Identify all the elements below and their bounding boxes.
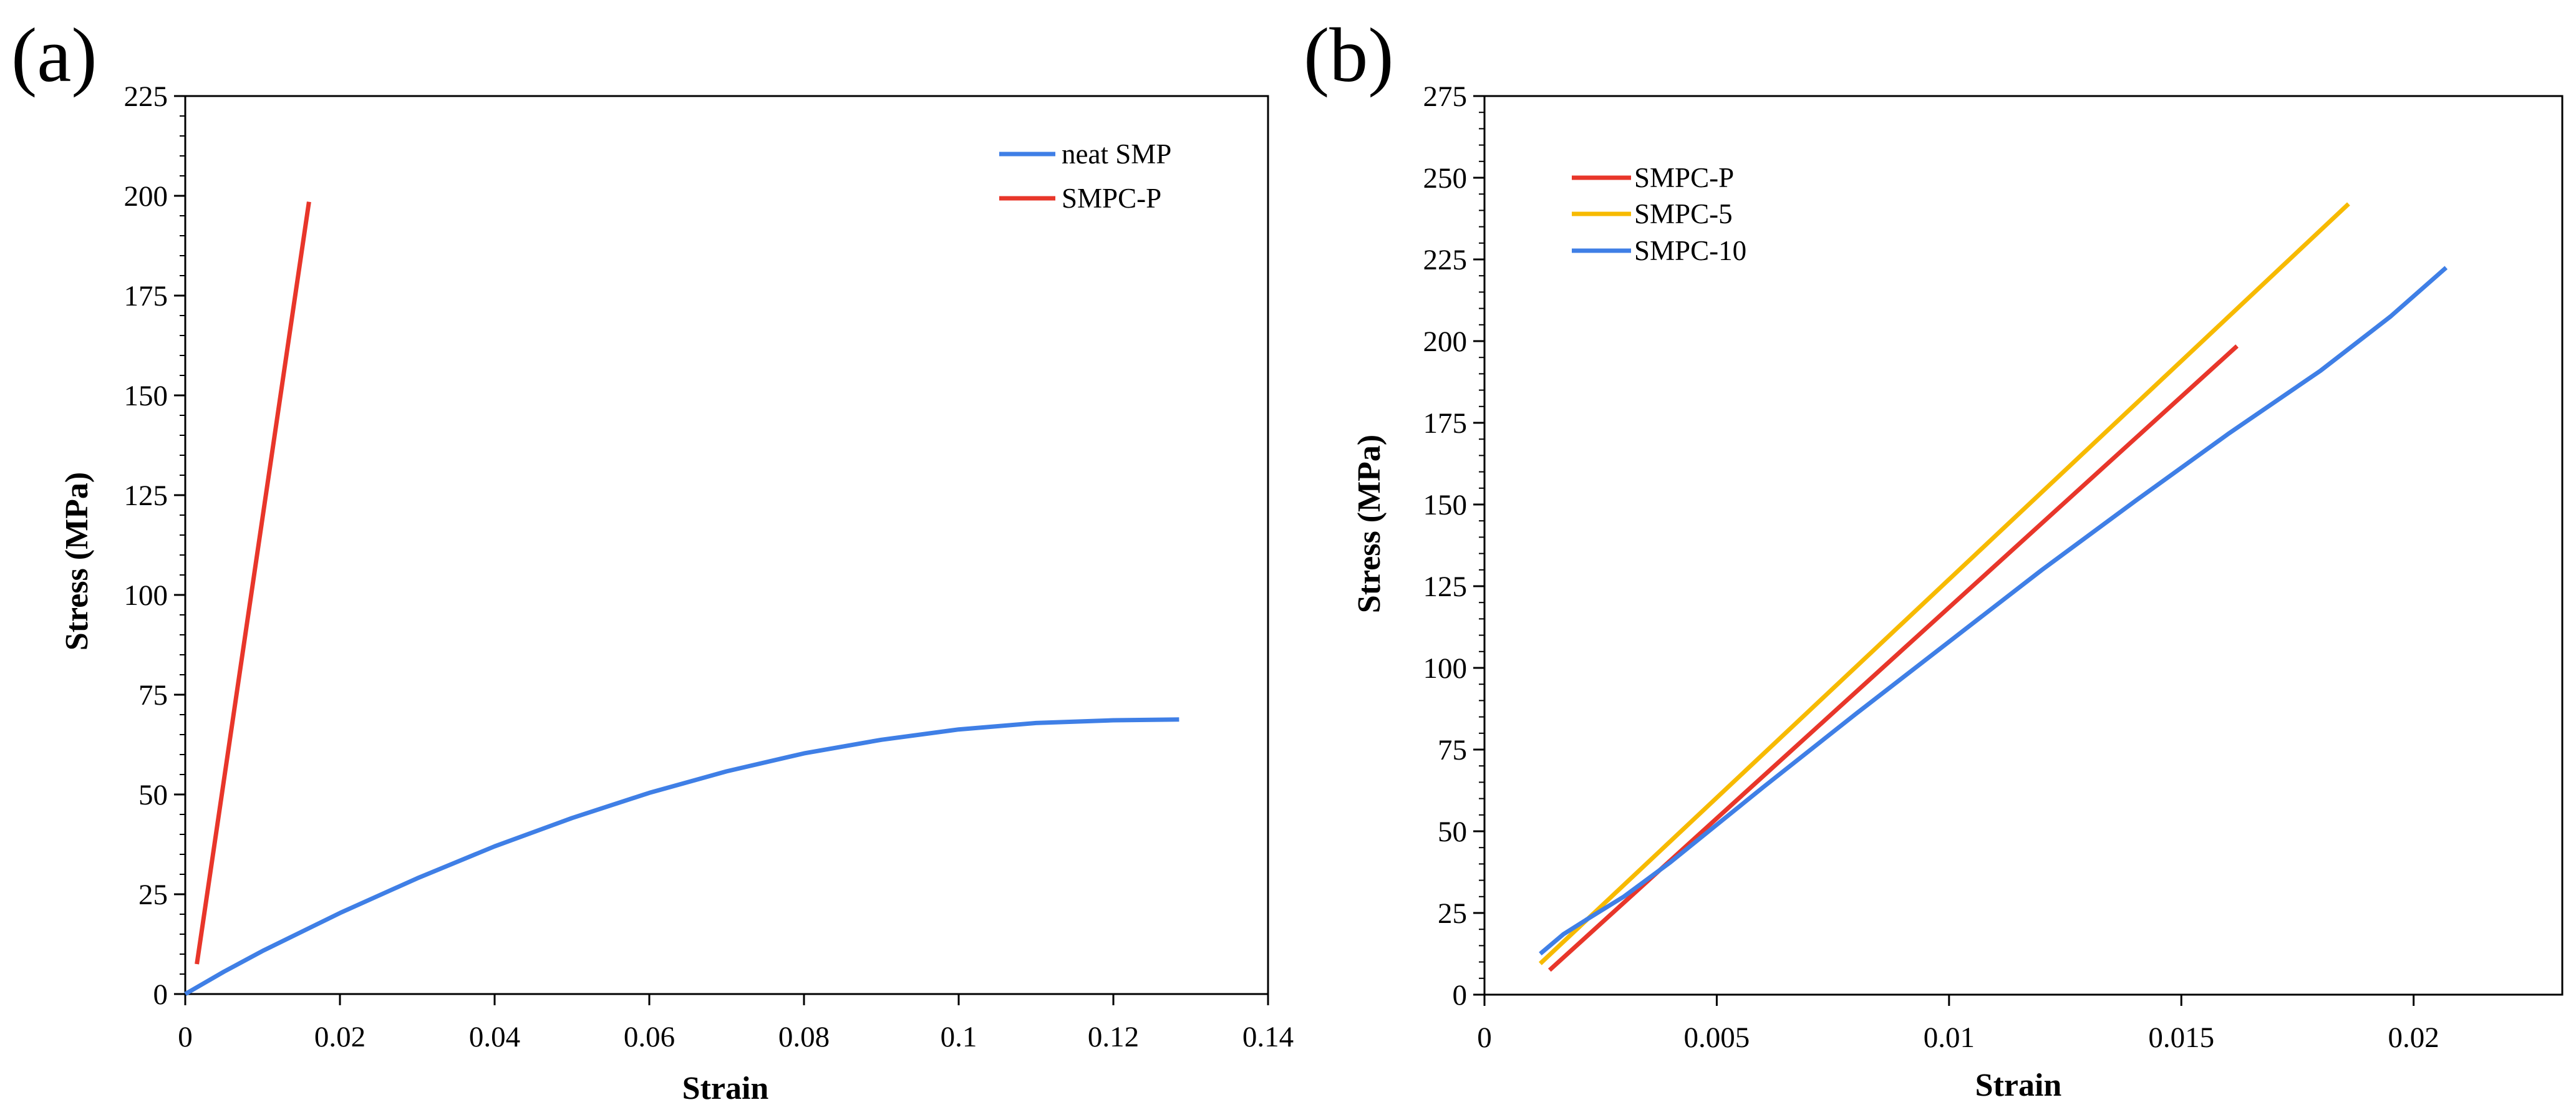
panel-b-chart: (b) 0 25 50 75 100 125 150 175 200 225 250 275 0 0.00… bbox=[1304, 12, 2564, 1103]
panel-a-x-axis-title: Strain bbox=[682, 1071, 769, 1106]
y-tick-label: 150 bbox=[124, 380, 168, 412]
y-tick-label: 75 bbox=[1438, 734, 1467, 766]
y-tick-label: 25 bbox=[138, 879, 168, 911]
x-tick-label: 0.1 bbox=[941, 1021, 977, 1053]
y-tick-label: 100 bbox=[124, 579, 168, 612]
panel-b-plot-area: 0 25 50 75 100 125 150 175 200 225 250 275 0 0.005 0.0… bbox=[1423, 80, 2564, 1054]
y-tick-label: 100 bbox=[1423, 652, 1468, 685]
panel-b-label: (b) bbox=[1304, 12, 1394, 98]
x-tick-label: 0.14 bbox=[1242, 1021, 1294, 1053]
series-line-neat-smp bbox=[184, 717, 1179, 997]
legend-label-smpc-p: SMPC-P bbox=[1062, 183, 1161, 214]
panel-b-x-axis-title: Strain bbox=[1975, 1068, 2062, 1103]
x-tick-label: 0.01 bbox=[1924, 1021, 1975, 1054]
y-tick-label: 225 bbox=[1423, 244, 1468, 276]
y-tick-label: 50 bbox=[1438, 816, 1467, 848]
x-tick-label: 0.02 bbox=[2388, 1021, 2439, 1054]
legend-label-smpc-10: SMPC-10 bbox=[1634, 235, 1746, 266]
x-tick-label: 0.04 bbox=[469, 1021, 520, 1053]
panel-b-legend: SMPC-P SMPC-5 SMPC-10 bbox=[1572, 162, 1746, 266]
y-tick-label: 0 bbox=[153, 978, 168, 1011]
legend-label-neat-smp: neat SMP bbox=[1062, 138, 1171, 170]
x-tick-label: 0.06 bbox=[624, 1021, 675, 1053]
series-line-smpc-p bbox=[195, 201, 311, 965]
x-tick-label: 0 bbox=[1477, 1021, 1492, 1054]
panel-b-y-axis-title: Stress (MPa) bbox=[1352, 435, 1387, 613]
series-line-smpc-5 bbox=[1539, 202, 2350, 965]
plot-frame bbox=[1483, 95, 2564, 996]
y-tick-label: 125 bbox=[1423, 571, 1468, 603]
plot-frame bbox=[184, 95, 1269, 995]
x-tick-label: 0 bbox=[178, 1021, 193, 1053]
y-tick-label: 225 bbox=[124, 80, 168, 113]
panel-a-y-axis-title: Stress (MPa) bbox=[59, 472, 95, 650]
y-tick-label: 275 bbox=[1423, 80, 1468, 113]
legend-label-smpc-p: SMPC-P bbox=[1634, 162, 1734, 193]
x-tick-label: 0.08 bbox=[778, 1021, 830, 1053]
legend-label-smpc-5: SMPC-5 bbox=[1634, 198, 1733, 229]
panel-a-label: (a) bbox=[11, 12, 97, 98]
x-tick-label: 0.12 bbox=[1088, 1021, 1139, 1053]
x-tick-label: 0.015 bbox=[2148, 1021, 2214, 1054]
y-tick-label: 50 bbox=[138, 779, 168, 811]
x-tick-label: 0.02 bbox=[314, 1021, 366, 1053]
y-tick-label: 200 bbox=[1423, 326, 1468, 358]
panel-a-plot-area: 0 25 50 75 100 125 150 175 200 225 0 0.02 0.04 0.06 0.… bbox=[124, 80, 1294, 1053]
series-line-smpc-10 bbox=[1539, 266, 2448, 956]
y-tick-label: 250 bbox=[1423, 162, 1468, 195]
y-tick-label: 175 bbox=[1423, 407, 1468, 440]
y-tick-label: 175 bbox=[124, 280, 168, 312]
panel-a-legend: neat SMP SMPC-P bbox=[999, 138, 1171, 214]
y-tick-label: 200 bbox=[124, 180, 168, 213]
y-tick-label: 150 bbox=[1423, 489, 1468, 521]
y-tick-label: 25 bbox=[1438, 897, 1467, 930]
x-tick-label: 0.005 bbox=[1684, 1021, 1750, 1054]
y-tick-label: 0 bbox=[1453, 979, 1468, 1011]
panel-a-chart: (a) 0 25 50 75 100 125 150 175 200 225 0 0.02 0.04 0.… bbox=[11, 12, 1294, 1106]
y-tick-label: 125 bbox=[124, 480, 168, 512]
y-tick-label: 75 bbox=[138, 679, 168, 712]
